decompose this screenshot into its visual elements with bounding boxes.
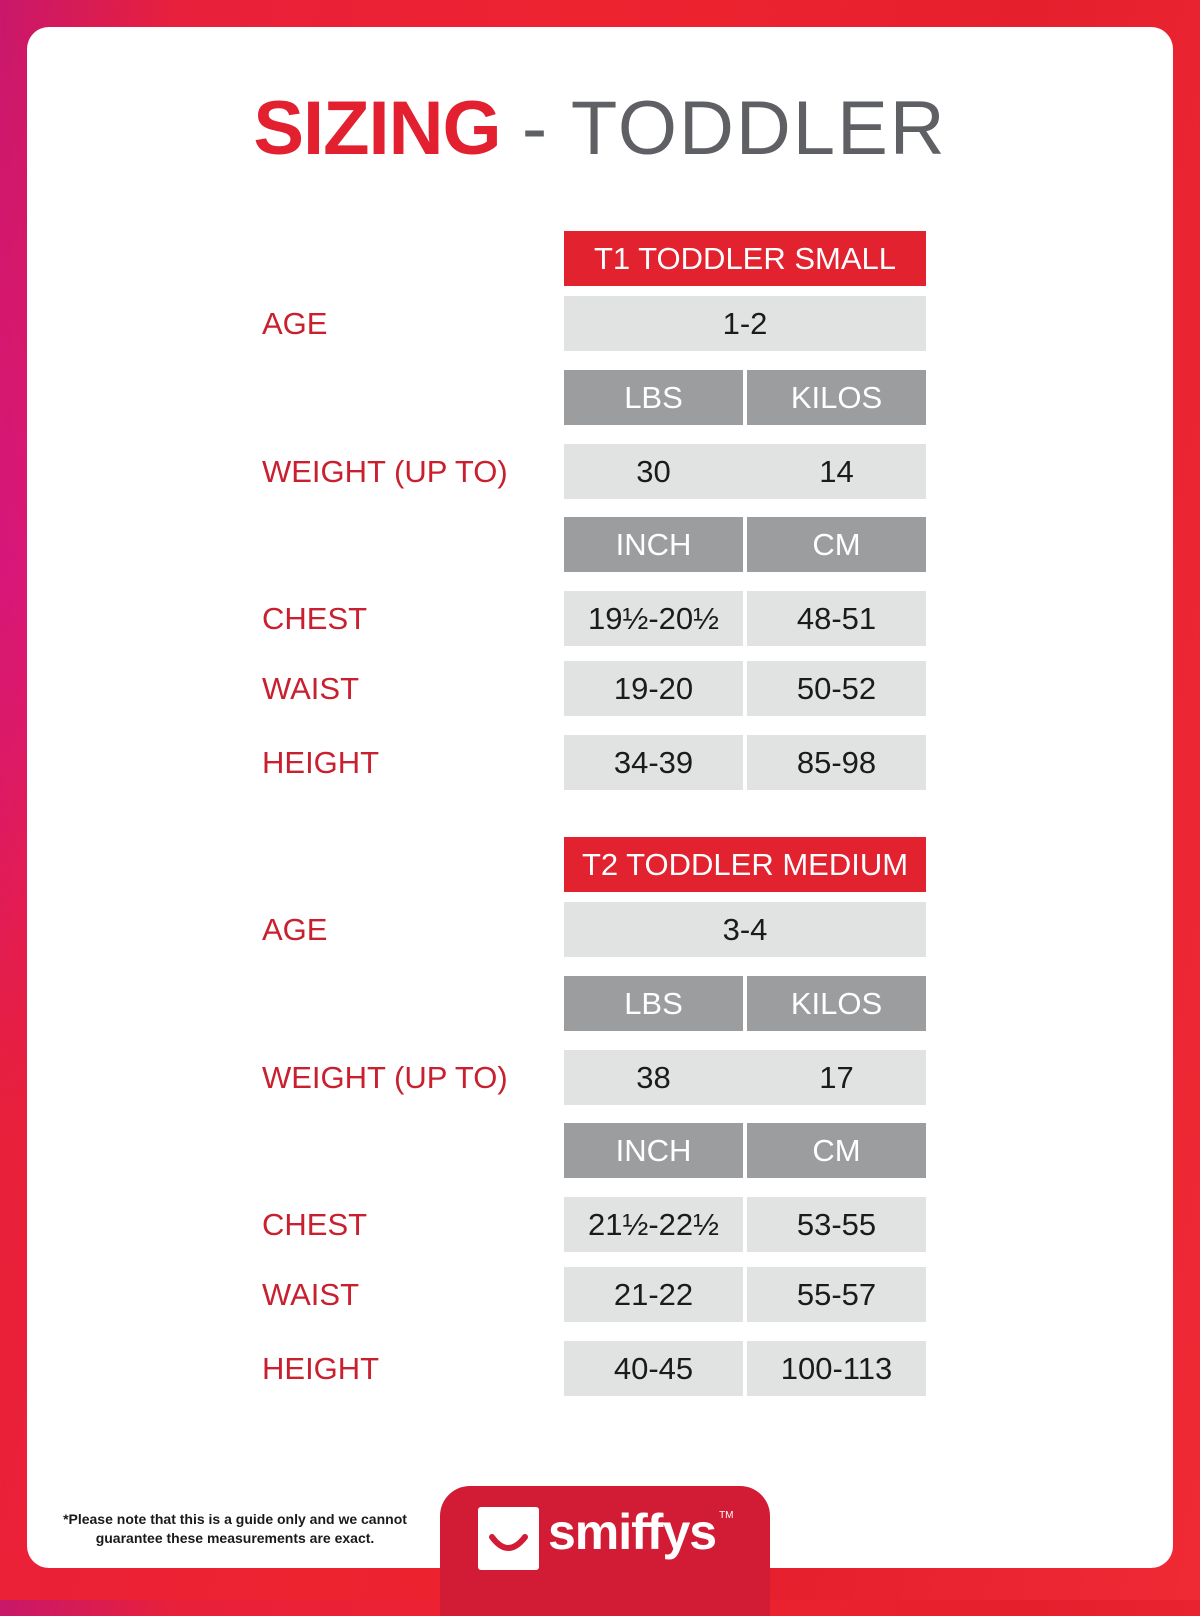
- row-label-height: HEIGHT: [262, 745, 380, 780]
- weight-row-background: [564, 444, 926, 499]
- brand-logo-group: smiffys TM: [548, 1502, 734, 1562]
- note-line: guarantee these measurements are exact.: [95, 1530, 375, 1546]
- row-label-waist: WAIST: [262, 671, 360, 706]
- weight-value: 38: [636, 1060, 671, 1095]
- unit-header: KILOS: [747, 976, 926, 1031]
- chest-value: 19½-20½: [564, 591, 743, 646]
- weight-value: 17: [819, 1060, 854, 1095]
- height-value: 40-45: [564, 1341, 743, 1396]
- weight-value: 14: [819, 454, 854, 489]
- row-label-waist: WAIST: [262, 1277, 360, 1312]
- row-label-chest: CHEST: [262, 1207, 368, 1242]
- weight-row-background: [564, 1050, 926, 1105]
- waist-value: 55-57: [747, 1267, 926, 1322]
- weight-value: 30: [636, 454, 671, 489]
- unit-header: INCH: [564, 517, 743, 572]
- row-label-weight: WEIGHT (UP TO): [262, 454, 508, 489]
- row-label-age: AGE: [262, 912, 328, 947]
- unit-header: CM: [747, 517, 926, 572]
- unit-header: LBS: [564, 370, 743, 425]
- age-value: 3-4: [564, 902, 926, 957]
- row-label-height: HEIGHT: [262, 1351, 380, 1386]
- height-value: 34-39: [564, 735, 743, 790]
- unit-header: LBS: [564, 976, 743, 1031]
- chest-value: 48-51: [747, 591, 926, 646]
- unit-header: INCH: [564, 1123, 743, 1178]
- row-label-age: AGE: [262, 306, 328, 341]
- size-header: T2 TODDLER MEDIUM: [564, 837, 926, 892]
- disclaimer-note: *Please note that this is a guide only a…: [40, 1510, 430, 1548]
- size-header: T1 TODDLER SMALL: [564, 231, 926, 286]
- waist-value: 50-52: [747, 661, 926, 716]
- age-value: 1-2: [564, 296, 926, 351]
- smile-icon: [478, 1507, 539, 1570]
- chest-value: 53-55: [747, 1197, 926, 1252]
- title-highlight: SIZING: [253, 86, 501, 171]
- unit-header: CM: [747, 1123, 926, 1178]
- row-label-chest: CHEST: [262, 601, 368, 636]
- title-rest: - TODDLER: [521, 86, 947, 171]
- unit-header: KILOS: [747, 370, 926, 425]
- chest-value: 21½-22½: [564, 1197, 743, 1252]
- note-line: *Please note that this is a guide only a…: [63, 1511, 407, 1527]
- row-label-weight: WEIGHT (UP TO): [262, 1060, 508, 1095]
- waist-value: 19-20: [564, 661, 743, 716]
- height-value: 100-113: [747, 1341, 926, 1396]
- waist-value: 21-22: [564, 1267, 743, 1322]
- page-title: SIZING - TODDLER: [0, 84, 1200, 174]
- height-value: 85-98: [747, 735, 926, 790]
- brand-logo: smiffys: [548, 1504, 717, 1560]
- trademark: TM: [719, 1510, 734, 1521]
